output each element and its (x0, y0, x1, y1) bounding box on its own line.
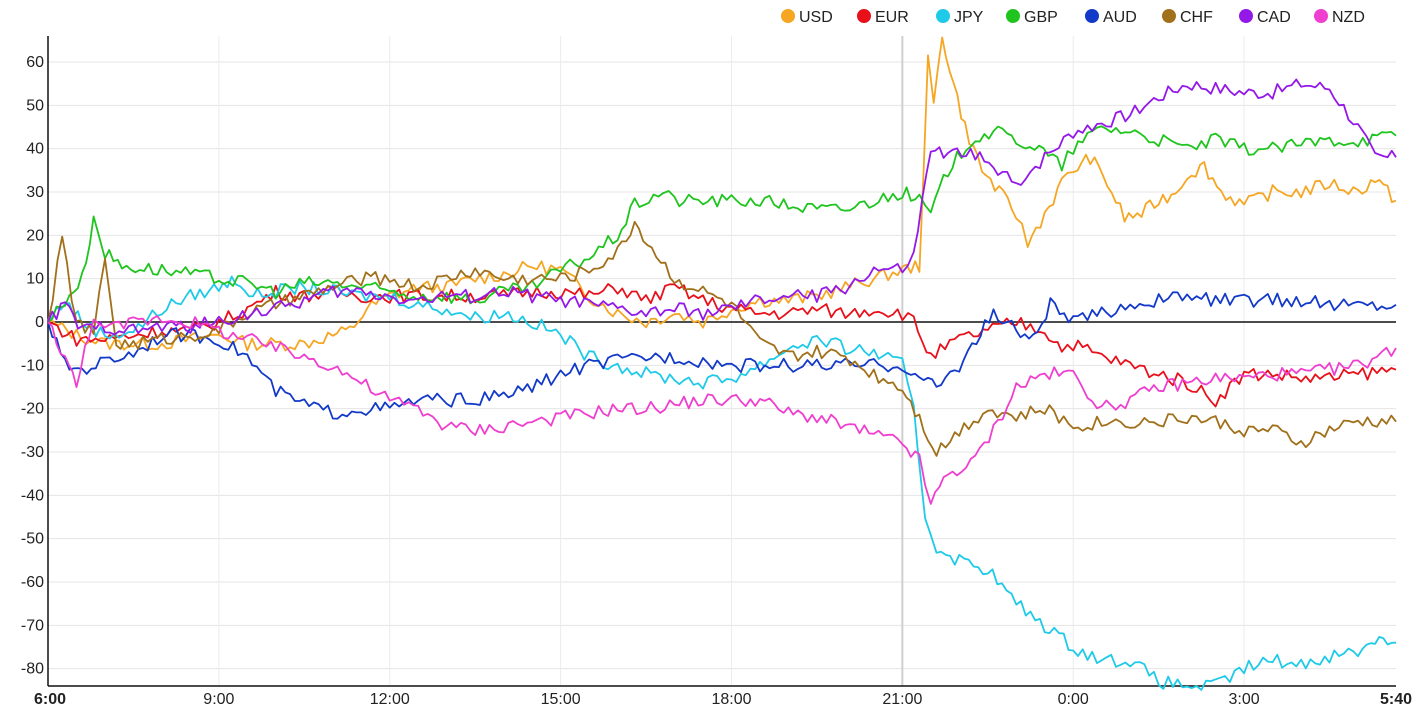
legend-swatch (857, 9, 871, 23)
y-tick-label: 40 (26, 141, 44, 158)
x-tick-label: 5:40 (1380, 691, 1412, 708)
series-line-gbp (47, 125, 1397, 323)
legend-label: CAD (1257, 9, 1291, 26)
x-tick-label: 12:00 (370, 691, 410, 708)
x-tick-label: 0:00 (1058, 691, 1089, 708)
y-tick-label: -40 (21, 487, 44, 504)
y-tick-label: 60 (26, 54, 44, 71)
legend-item-chf[interactable]: CHF (1162, 9, 1213, 26)
series-lines (47, 36, 1397, 691)
series-line-chf (47, 220, 1397, 457)
x-tick-label: 9:00 (203, 691, 234, 708)
legend-label: NZD (1332, 9, 1365, 26)
legend-swatch (936, 9, 950, 23)
legend-item-usd[interactable]: USD (781, 9, 833, 26)
legend-item-gbp[interactable]: GBP (1006, 9, 1058, 26)
x-tick-label: 18:00 (711, 691, 751, 708)
legend-label: AUD (1103, 9, 1137, 26)
legend-swatch (1239, 9, 1253, 23)
y-tick-label: 0 (35, 314, 44, 331)
x-tick-label: 21:00 (882, 691, 922, 708)
x-tick-label: 15:00 (541, 691, 581, 708)
series-line-jpy (47, 275, 1397, 691)
legend-item-eur[interactable]: EUR (857, 9, 909, 26)
legend-label: USD (799, 9, 833, 26)
legend-item-nzd[interactable]: NZD (1314, 9, 1365, 26)
x-tick-label: 3:00 (1229, 691, 1260, 708)
y-tick-label: 30 (26, 184, 44, 201)
y-tick-label: -50 (21, 531, 44, 548)
y-tick-label: -70 (21, 617, 44, 634)
y-tick-label: -60 (21, 574, 44, 591)
y-tick-label: 50 (26, 97, 44, 114)
y-tick-label: -20 (21, 401, 44, 418)
legend-swatch (1006, 9, 1020, 23)
y-tick-label: -80 (21, 661, 44, 678)
axes: 60 50 40 30 20 10 0 -10 -20 -30 -40 -50 -60 -70 -80 6:0… (21, 36, 1412, 708)
legend-label: GBP (1024, 9, 1058, 26)
legend[interactable]: USD EUR JPY GBP AUD CHF CAD NZD (781, 9, 1365, 26)
y-tick-label: 10 (26, 271, 44, 288)
grid (48, 36, 1396, 686)
legend-label: CHF (1180, 9, 1213, 26)
y-tick-label: -30 (21, 444, 44, 461)
x-tick-label: 6:00 (34, 691, 66, 708)
legend-swatch (781, 9, 795, 23)
legend-item-aud[interactable]: AUD (1085, 9, 1137, 26)
legend-label: EUR (875, 9, 909, 26)
legend-swatch (1162, 9, 1176, 23)
legend-label: JPY (954, 9, 984, 26)
legend-item-cad[interactable]: CAD (1239, 9, 1291, 26)
legend-item-jpy[interactable]: JPY (936, 9, 984, 26)
y-tick-label: 20 (26, 227, 44, 244)
legend-swatch (1085, 9, 1099, 23)
series-line-cad (47, 78, 1397, 336)
series-line-aud (47, 291, 1397, 420)
series-line-nzd (47, 315, 1397, 505)
y-tick-label: -10 (21, 357, 44, 374)
legend-swatch (1314, 9, 1328, 23)
